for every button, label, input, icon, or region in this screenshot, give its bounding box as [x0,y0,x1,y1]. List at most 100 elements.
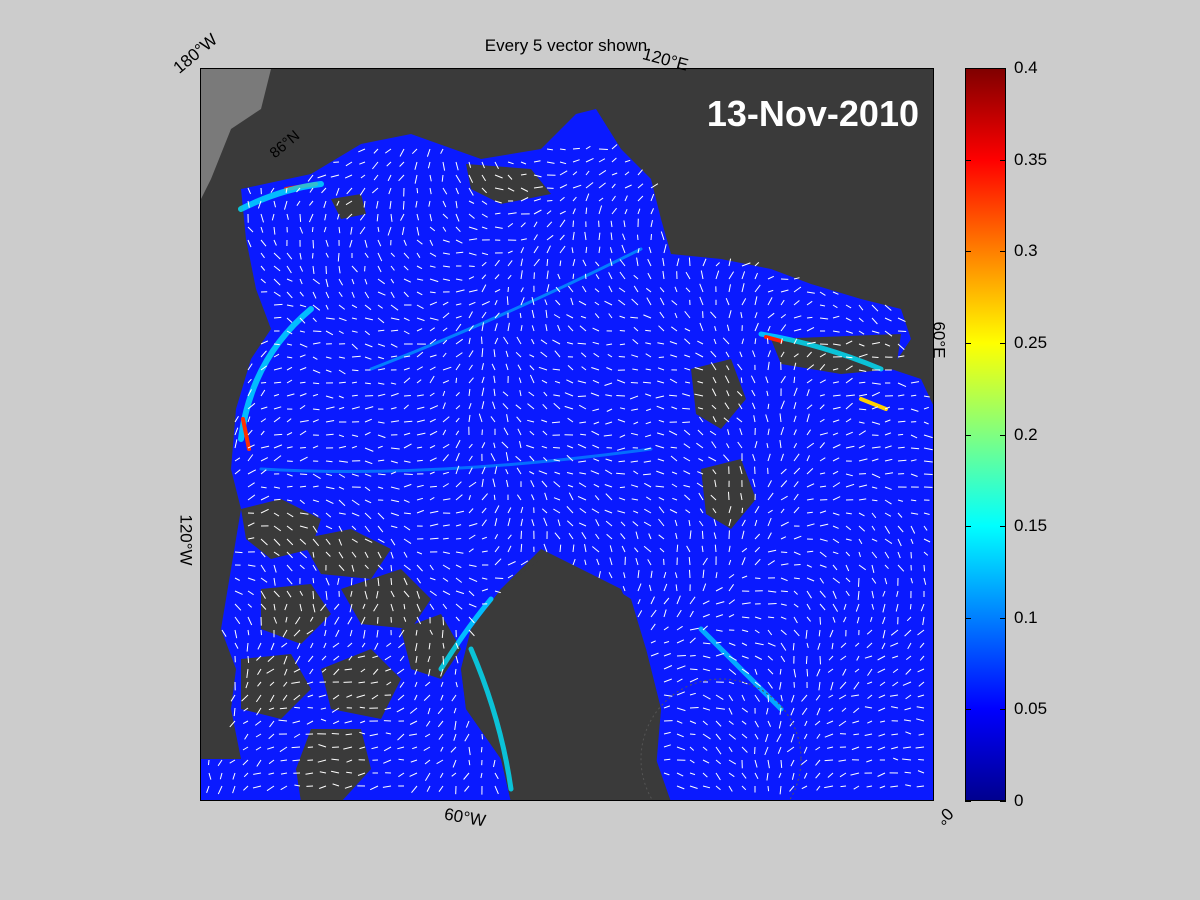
velocity-vector [780,563,789,566]
velocity-vector [585,193,590,202]
velocity-vector [505,363,509,371]
velocity-vector [370,681,379,684]
velocity-vector [596,558,600,566]
velocity-vector [793,467,801,475]
velocity-vector [708,456,717,462]
velocity-vector [351,525,357,531]
velocity-vector [891,706,899,709]
velocity-vector [372,668,379,675]
velocity-vector [806,404,813,410]
velocity-vector [645,393,652,397]
landmass-siberian-islands [466,164,551,204]
velocity-vector [676,595,681,605]
velocity-vector [790,733,795,743]
velocity-vector [309,187,314,193]
velocity-vector [416,406,425,410]
velocity-vector [702,668,711,672]
velocity-vector [359,161,366,165]
velocity-vector [325,551,331,557]
velocity-vector [377,434,386,439]
velocity-vector [605,493,613,501]
velocity-vector [903,719,912,722]
velocity-vector [299,473,308,475]
colorbar-tick-mark [965,526,971,528]
velocity-vector [516,416,522,423]
velocity-vector [481,213,488,218]
velocity-vector [582,259,587,267]
velocity-vector [428,668,431,677]
velocity-vector [919,655,925,661]
velocity-vector [273,416,281,423]
velocity-vector [520,247,525,254]
velocity-vector [685,287,691,293]
velocity-vector [592,444,600,449]
velocity-vector [429,537,439,540]
velocity-vector [429,226,436,232]
velocity-vector [338,564,345,572]
velocity-vector [429,577,436,581]
velocity-vector [260,551,266,558]
velocity-vector [468,289,478,293]
velocity-vector [325,473,333,476]
velocity-vector [481,733,483,740]
velocity-vector [740,312,743,319]
velocity-vector [923,564,925,572]
velocity-vector [815,772,821,779]
velocity-vector [463,772,470,780]
velocity-vector [832,406,841,410]
velocity-vector [578,522,587,527]
velocity-vector [819,577,825,584]
velocity-vector [429,252,437,257]
velocity-vector [299,525,308,529]
velocity-vector [442,312,450,319]
velocity-vector [481,550,488,553]
velocity-vector [793,300,800,306]
velocity-vector [452,759,457,768]
velocity-vector [606,408,613,412]
velocity-vector [324,629,327,637]
velocity-vector [260,340,269,345]
velocity-vector [351,278,355,285]
velocity-vector [507,260,513,267]
velocity-vector [429,327,435,332]
velocity-vector [559,234,565,241]
velocity-vector [455,200,458,209]
velocity-vector [632,521,639,527]
velocity-vector [455,494,463,501]
velocity-vector [767,492,774,501]
velocity-vector [416,187,419,194]
velocity-vector [507,274,512,280]
velocity-vector [208,759,210,766]
velocity-vector [325,252,329,258]
velocity-vector [364,343,373,348]
velocity-vector [403,395,411,397]
velocity-vector [609,557,613,566]
velocity-vector [779,707,782,715]
velocity-vector [481,478,484,488]
velocity-vector [273,278,281,286]
velocity-vector [533,186,543,189]
velocity-vector [728,258,732,267]
velocity-vector [348,655,353,661]
velocity-vector [494,312,500,319]
velocity-vector [299,603,303,612]
velocity-vector [415,655,418,663]
velocity-vector [780,551,788,553]
velocity-vector [335,629,340,638]
velocity-vector [359,746,366,750]
velocity-vector [871,342,880,345]
velocity-vector [595,533,600,540]
velocity-vector [541,379,548,384]
velocity-vector [505,350,509,358]
velocity-vector [824,759,834,762]
velocity-vector [359,187,366,196]
velocity-vector [245,681,249,689]
velocity-vector [390,304,399,311]
velocity-vector [455,681,458,688]
velocity-vector [726,443,730,449]
velocity-vector [286,551,293,559]
velocity-vector [364,239,368,248]
velocity-vector [442,551,450,554]
velocity-vector [585,207,588,215]
velocity-vector [676,772,684,777]
